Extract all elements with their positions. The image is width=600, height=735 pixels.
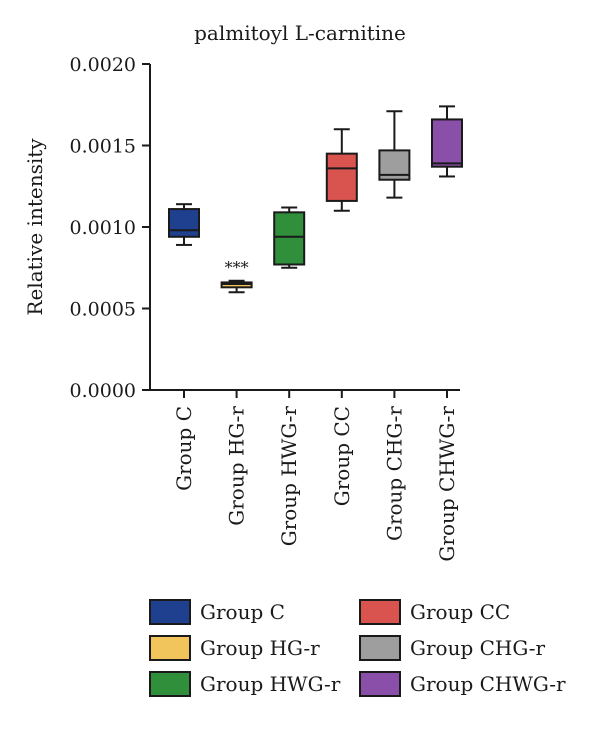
box-5 — [378, 110, 411, 199]
box-6 — [431, 105, 463, 178]
x-tick-label: Group CC — [330, 406, 354, 506]
legend-item: Group CHWG-r — [359, 671, 566, 697]
box-4 — [325, 128, 358, 212]
x-tick-label: Group C — [172, 406, 196, 491]
chart-title: palmitoyl L-carnitine — [194, 21, 406, 45]
y-tick-label: 0.0020 — [70, 54, 136, 76]
axes: 0.0000 0.0005 0.0010 0.0015 0.0020 — [70, 54, 460, 402]
box-iqr — [168, 208, 200, 238]
legend-label: Group C — [200, 600, 285, 624]
y-tick-label: 0.0015 — [70, 136, 136, 158]
legend-swatch — [149, 671, 191, 697]
box-1 — [168, 203, 200, 246]
legend-swatch — [359, 635, 401, 661]
x-tick-label: Group CHG-r — [382, 406, 406, 541]
legend-item: Group CC — [359, 599, 510, 625]
y-tick-label: 0.0005 — [70, 299, 136, 321]
y-axis-label: Relative intensity — [23, 138, 47, 316]
legend-label: Group CHWG-r — [410, 672, 566, 696]
box-iqr — [431, 118, 463, 168]
x-tick-label: Group CHWG-r — [435, 406, 459, 562]
legend-item: Group CHG-r — [359, 635, 545, 661]
legend-swatch — [359, 599, 401, 625]
y-tick-label: 0.0010 — [70, 217, 136, 239]
significance-annotation: *** — [225, 258, 249, 277]
legend-label: Group HG-r — [200, 636, 320, 660]
legend-label: Group CHG-r — [410, 636, 545, 660]
legend-swatch — [149, 635, 191, 661]
legend-item: Group HWG-r — [149, 671, 341, 697]
boxes: *** — [168, 105, 463, 294]
y-tick-label: 0.0000 — [70, 380, 136, 402]
legend-label: Group HWG-r — [200, 672, 341, 696]
legend-item: Group HG-r — [149, 635, 320, 661]
box-iqr — [273, 211, 306, 266]
legend-item: Group C — [149, 599, 285, 625]
legend-swatch — [359, 671, 401, 697]
x-tick-label: Group HWG-r — [277, 406, 301, 547]
x-tick-label: Group HG-r — [225, 406, 249, 526]
legend: Group C Group HG-r Group HWG-r Group CC Grou… — [149, 599, 566, 697]
legend-swatch — [149, 599, 191, 625]
box-iqr — [325, 152, 358, 202]
legend-label: Group CC — [410, 600, 510, 624]
category-labels: Group C Group HG-r Group HWG-r Group CC Grou… — [172, 406, 459, 562]
box-2: *** — [220, 258, 253, 294]
box-3 — [273, 206, 306, 269]
